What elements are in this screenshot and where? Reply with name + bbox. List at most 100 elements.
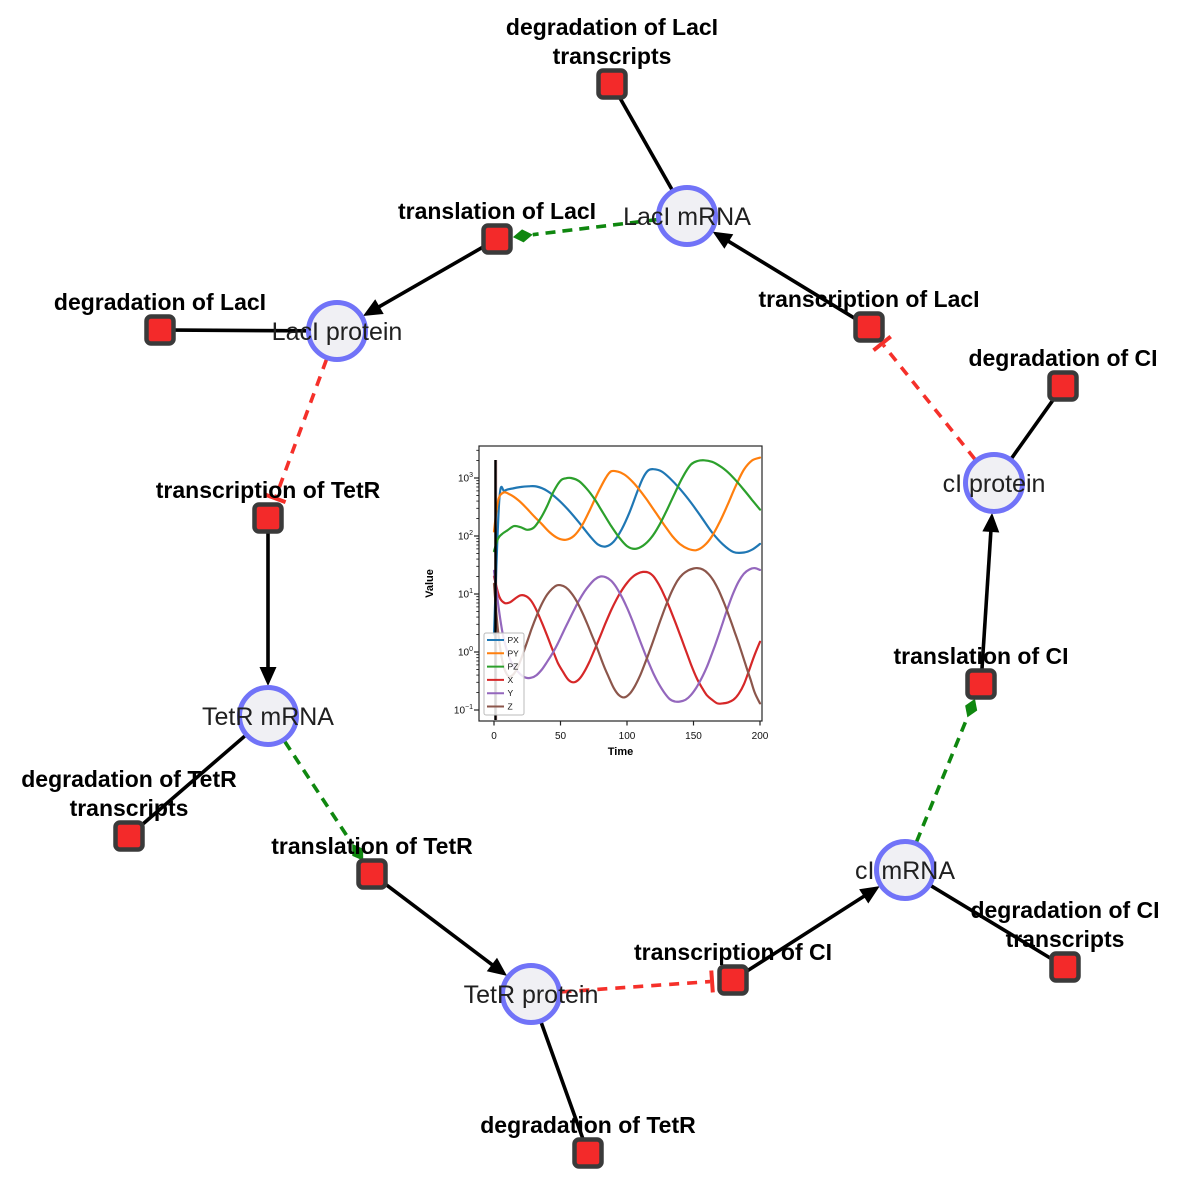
nodes-layer bbox=[113, 68, 1081, 1169]
reaction-label-deg_laci_tx: transcripts bbox=[553, 43, 672, 69]
x-tick-label: 200 bbox=[752, 731, 769, 742]
edge-tetr_mrna-deg_tetr_tx bbox=[138, 734, 247, 828]
edge-transl_laci-laci_protein bbox=[375, 244, 485, 311]
edge-tetr_protein-deg_tetr bbox=[539, 1022, 585, 1140]
edge-ci_mrna-transl_ci bbox=[914, 716, 970, 843]
chart-series-PY bbox=[492, 456, 762, 552]
reaction-node-deg_ci_tx[interactable] bbox=[1049, 951, 1081, 983]
reaction-node-deg_ci[interactable] bbox=[1047, 370, 1079, 402]
x-tick-label: 100 bbox=[619, 731, 636, 742]
reaction-node-transl_tetr[interactable] bbox=[356, 858, 388, 890]
edge-transl_laci-laci_protein-arrowhead-icon bbox=[363, 299, 384, 317]
reaction-node-transl_laci[interactable] bbox=[481, 223, 513, 255]
edge-transl_tetr-tetr_protein-arrowhead-icon bbox=[486, 957, 508, 976]
reaction-label-transl_tetr: translation of TetR bbox=[271, 833, 473, 859]
edge-ci_protein-transc_laci-tbar-icon bbox=[872, 334, 892, 352]
species-label-ci_protein: cI protein bbox=[943, 470, 1046, 498]
species-label-laci_protein: LacI protein bbox=[272, 318, 403, 346]
edges-layer bbox=[138, 95, 1057, 1140]
chart-legend: PX PY PZ XYZ bbox=[483, 632, 525, 716]
species-node-laci_mrna[interactable] bbox=[656, 185, 718, 247]
reaction-label-transl_ci: translation of CI bbox=[893, 643, 1068, 669]
y-tick-label: 10−1 bbox=[454, 704, 473, 717]
reaction-label-transc_tetr: transcription of TetR bbox=[156, 477, 381, 503]
legend-box bbox=[483, 632, 525, 716]
x-axis-label: Time bbox=[608, 746, 633, 758]
y-tick-label: 101 bbox=[458, 588, 473, 601]
edge-laci_protein-deg_laci bbox=[174, 328, 307, 333]
edge-laci_mrna-deg_laci_tx bbox=[617, 95, 674, 191]
chart-curves bbox=[492, 456, 762, 705]
edge-tetr_mrna-transl_tetr bbox=[283, 740, 354, 845]
edge-tetr_protein-transc_ci-tbar-icon bbox=[709, 970, 715, 993]
y-tick-label: 100 bbox=[458, 646, 473, 659]
species-node-ci_mrna[interactable] bbox=[874, 839, 936, 901]
reaction-label-transc_ci: transcription of CI bbox=[634, 939, 832, 965]
reaction-label-deg_ci_tx: degradation of CI bbox=[970, 897, 1159, 923]
reaction-label-transc_laci: transcription of LacI bbox=[758, 286, 979, 312]
chart-series-PX bbox=[492, 468, 762, 636]
reaction-node-transc_ci[interactable] bbox=[717, 964, 749, 996]
y-tick-label: 102 bbox=[458, 530, 473, 543]
reaction-label-deg_tetr: degradation of TetR bbox=[480, 1112, 696, 1138]
edge-laci_protein-transc_tetr-tbar-icon bbox=[264, 492, 287, 504]
chart-series-Z bbox=[492, 566, 762, 705]
inset-chart: 0 50 100 150 20010−1100101102103TimeValuePXP… bbox=[424, 445, 769, 758]
edge-transl_ci-ci_protein bbox=[980, 527, 993, 670]
legend-label-Y: Y bbox=[508, 688, 514, 698]
reaction-label-deg_tetr_tx: transcripts bbox=[70, 795, 189, 821]
edge-transc_laci-laci_mrna-arrowhead-icon bbox=[712, 231, 734, 249]
reaction-label-deg_ci_tx: transcripts bbox=[1006, 926, 1125, 952]
edge-laci_mrna-transl_laci bbox=[532, 217, 657, 237]
edge-transl_ci-ci_protein-arrowhead-icon bbox=[982, 512, 1000, 533]
legend-label-PZ: PZ bbox=[508, 662, 519, 672]
reaction-node-deg_tetr_tx[interactable] bbox=[113, 820, 145, 852]
labels-layer: LacI mRNA LacI protein TetR mRNA TetR prote… bbox=[21, 14, 1159, 1138]
y-tick-label: 103 bbox=[458, 472, 473, 485]
species-node-ci_protein[interactable] bbox=[963, 452, 1025, 514]
edge-ci_mrna-transl_ci-diamond-icon bbox=[965, 698, 978, 718]
x-tick-label: 150 bbox=[685, 731, 702, 742]
reaction-node-deg_laci_tx[interactable] bbox=[596, 68, 628, 100]
legend-label-X: X bbox=[508, 675, 514, 685]
edge-ci_protein-transc_laci bbox=[881, 343, 977, 461]
reaction-label-transl_laci: translation of LacI bbox=[398, 198, 596, 224]
species-node-laci_protein[interactable] bbox=[306, 300, 368, 362]
edge-tetr_protein-transc_ci bbox=[561, 979, 711, 994]
reaction-node-deg_laci[interactable] bbox=[144, 314, 176, 346]
species-label-ci_mrna: cI mRNA bbox=[855, 857, 955, 885]
edge-laci_protein-transc_tetr bbox=[274, 358, 329, 498]
chart-frame bbox=[478, 445, 763, 722]
edge-transc_laci-laci_mrna bbox=[724, 237, 858, 321]
reaction-node-transc_tetr[interactable] bbox=[252, 502, 284, 534]
reaction-label-deg_ci: degradation of CI bbox=[968, 345, 1157, 371]
species-label-tetr_mrna: TetR mRNA bbox=[202, 703, 334, 731]
species-label-laci_mrna: LacI mRNA bbox=[623, 203, 751, 231]
reaction-label-deg_laci_tx: degradation of LacI bbox=[506, 14, 718, 40]
chart-series-Y bbox=[492, 566, 762, 703]
edge-transl_tetr-tetr_protein bbox=[382, 881, 497, 969]
reaction-node-transc_laci[interactable] bbox=[853, 311, 885, 343]
reaction-node-transl_ci[interactable] bbox=[965, 668, 997, 700]
legend-label-PY: PY bbox=[508, 648, 520, 658]
reaction-label-deg_tetr_tx: degradation of TetR bbox=[21, 766, 237, 792]
legend-label-Z: Z bbox=[508, 702, 513, 712]
y-axis-label: Value bbox=[424, 569, 436, 598]
edge-transc_tetr-tetr_mrna-arrowhead-icon bbox=[259, 667, 277, 686]
edge-transc_ci-ci_mrna bbox=[744, 892, 869, 974]
edge-transc_ci-ci_mrna-arrowhead-icon bbox=[859, 886, 880, 904]
species-label-tetr_protein: TetR protein bbox=[464, 981, 599, 1009]
edge-ci_mrna-deg_ci_tx bbox=[930, 884, 1054, 962]
species-node-tetr_protein[interactable] bbox=[500, 963, 562, 1025]
edge-tetr_mrna-transl_tetr-diamond-icon bbox=[352, 843, 364, 861]
legend-label-PX: PX bbox=[508, 635, 520, 645]
species-node-tetr_mrna[interactable] bbox=[237, 685, 299, 747]
reaction-label-deg_laci: degradation of LacI bbox=[54, 289, 266, 315]
x-tick-label: 50 bbox=[555, 731, 567, 742]
reaction-node-deg_tetr[interactable] bbox=[572, 1137, 604, 1169]
chart-series-PZ bbox=[492, 459, 762, 553]
edge-ci_protein-deg_ci bbox=[1010, 396, 1057, 460]
edge-laci_mrna-transl_laci-diamond-icon bbox=[512, 229, 533, 243]
